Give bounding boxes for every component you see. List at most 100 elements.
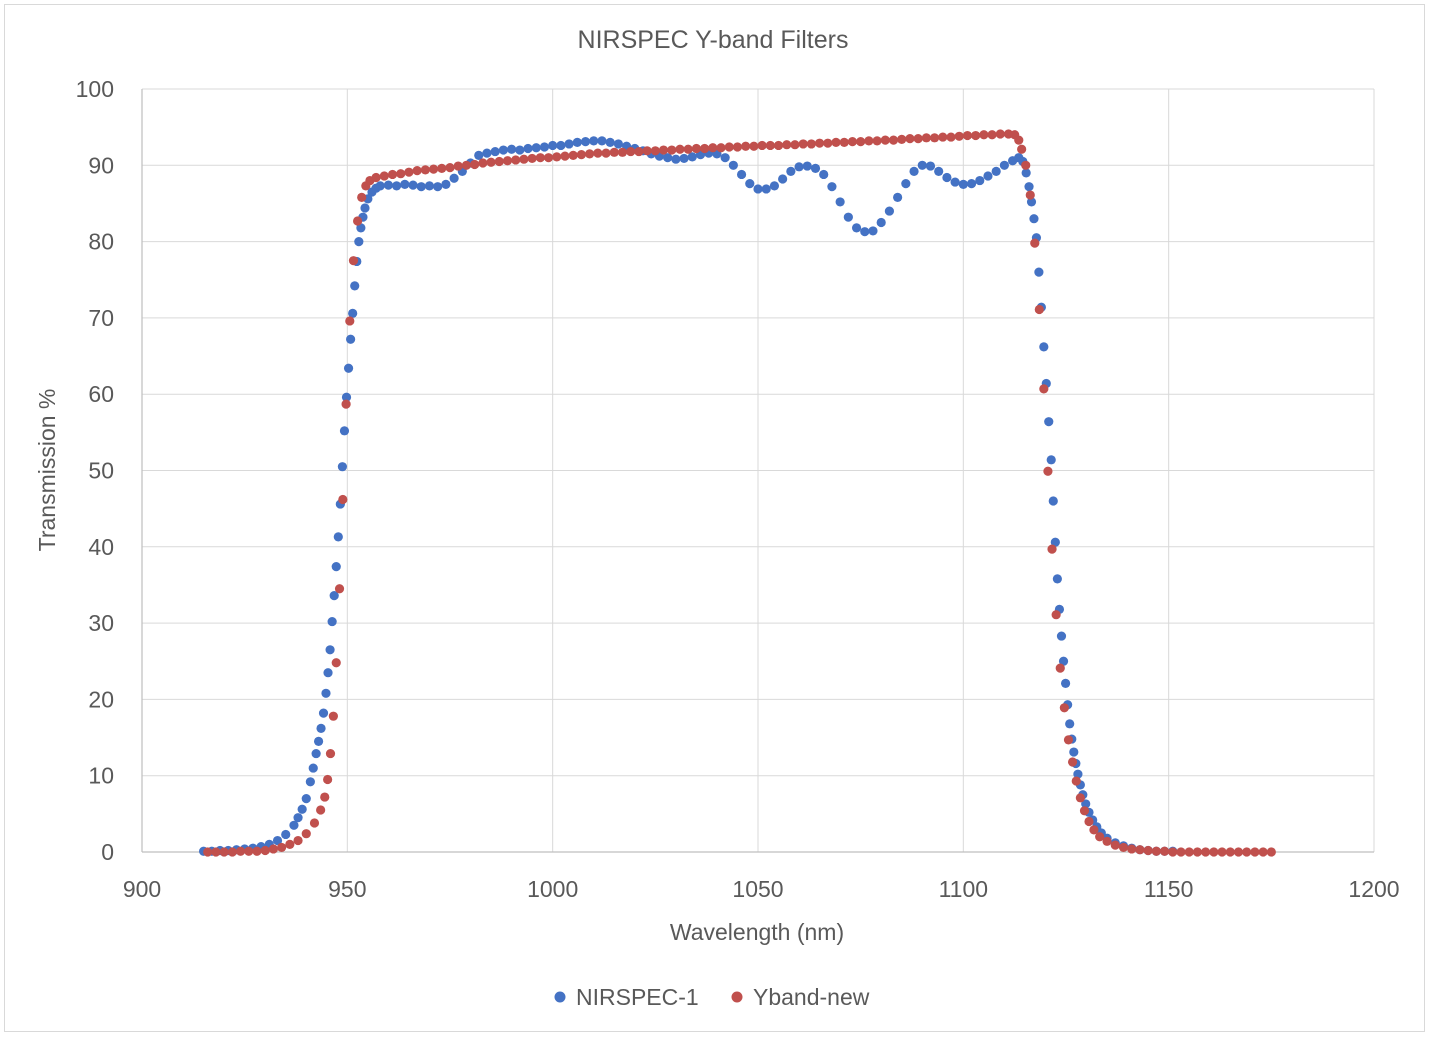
data-point — [663, 153, 673, 163]
data-point — [341, 392, 352, 402]
data-point — [343, 363, 354, 373]
data-point — [321, 688, 331, 698]
data-point — [831, 137, 841, 148]
data-point — [334, 584, 345, 594]
x-tick-label: 1150 — [1144, 876, 1193, 902]
data-point — [289, 820, 299, 830]
data-point — [441, 179, 451, 189]
data-point — [420, 165, 430, 175]
data-point — [350, 281, 360, 291]
data-point — [404, 167, 414, 177]
data-point — [281, 829, 291, 840]
data-point — [1048, 496, 1058, 506]
data-point — [1069, 747, 1079, 757]
data-point — [309, 818, 320, 828]
data-point — [888, 135, 899, 145]
data-point — [1242, 847, 1252, 857]
data-point — [765, 140, 775, 151]
data-point — [227, 847, 237, 857]
data-point — [527, 153, 537, 164]
y-tick-labels: 0 10 20 30 40 50 60 70 80 90 100 — [76, 76, 114, 865]
data-point — [1095, 832, 1105, 842]
data-point — [305, 777, 315, 787]
data-point — [794, 162, 804, 172]
data-point — [325, 748, 336, 759]
legend-label: NIRSPEC-1 — [576, 984, 699, 1010]
data-point — [568, 150, 578, 160]
data-point — [905, 133, 915, 144]
data-point — [1060, 678, 1071, 688]
data-point — [925, 161, 936, 171]
data-point — [1079, 806, 1090, 816]
data-point — [934, 166, 944, 177]
data-point — [979, 130, 989, 140]
data-point — [535, 153, 545, 163]
data-point — [564, 139, 574, 149]
data-point — [1014, 135, 1024, 145]
data-point — [572, 137, 582, 148]
data-point — [486, 157, 496, 167]
data-point — [1071, 776, 1081, 786]
data-point — [798, 139, 808, 149]
data-point — [1192, 847, 1203, 857]
data-point — [396, 169, 406, 179]
data-point — [601, 148, 611, 158]
y-axis-label: Transmission % — [34, 389, 60, 552]
data-point — [700, 143, 710, 154]
data-point — [1063, 735, 1074, 745]
y-tick-label: 40 — [88, 534, 114, 560]
data-point — [736, 169, 747, 180]
data-point — [782, 140, 792, 150]
data-point — [383, 180, 393, 190]
data-point — [938, 132, 948, 142]
data-point — [1250, 847, 1260, 857]
y-tick-label: 30 — [88, 610, 114, 636]
data-point — [323, 774, 333, 785]
data-point — [1089, 825, 1099, 835]
data-point — [806, 139, 816, 149]
data-point — [597, 136, 607, 146]
data-point — [749, 141, 759, 151]
data-point — [580, 137, 591, 147]
data-point — [827, 182, 837, 192]
data-point — [1073, 769, 1083, 779]
data-point — [872, 136, 882, 146]
data-point — [675, 144, 685, 154]
data-point — [519, 154, 529, 164]
data-point — [552, 152, 562, 162]
data-point — [219, 847, 229, 857]
data-point — [987, 130, 997, 140]
data-point — [1034, 267, 1044, 277]
data-point — [1143, 845, 1153, 856]
data-point — [1056, 631, 1067, 641]
legend-marker — [554, 991, 566, 1003]
data-point — [613, 139, 623, 149]
data-point — [235, 846, 246, 856]
data-point — [437, 163, 447, 173]
data-point — [560, 151, 570, 161]
data-point — [1127, 844, 1137, 854]
data-point — [823, 138, 833, 148]
gridlines — [142, 88, 1375, 852]
data-point — [913, 133, 923, 144]
data-point — [341, 399, 351, 409]
data-point — [311, 748, 321, 759]
data-point — [400, 179, 410, 189]
data-point — [408, 180, 418, 190]
data-point — [576, 150, 587, 160]
x-tick-label: 950 — [328, 876, 366, 902]
data-point — [942, 172, 952, 183]
data-point — [585, 149, 595, 159]
data-point — [786, 166, 796, 177]
data-point — [1217, 847, 1227, 857]
data-point — [1029, 214, 1039, 224]
data-point — [671, 154, 681, 164]
y-tick-label: 100 — [76, 76, 114, 102]
data-point — [449, 173, 459, 183]
data-point — [1168, 847, 1178, 857]
data-point — [589, 136, 599, 146]
data-point — [203, 847, 213, 857]
data-point — [1024, 182, 1034, 192]
data-point — [277, 842, 287, 853]
data-point — [1055, 663, 1065, 673]
